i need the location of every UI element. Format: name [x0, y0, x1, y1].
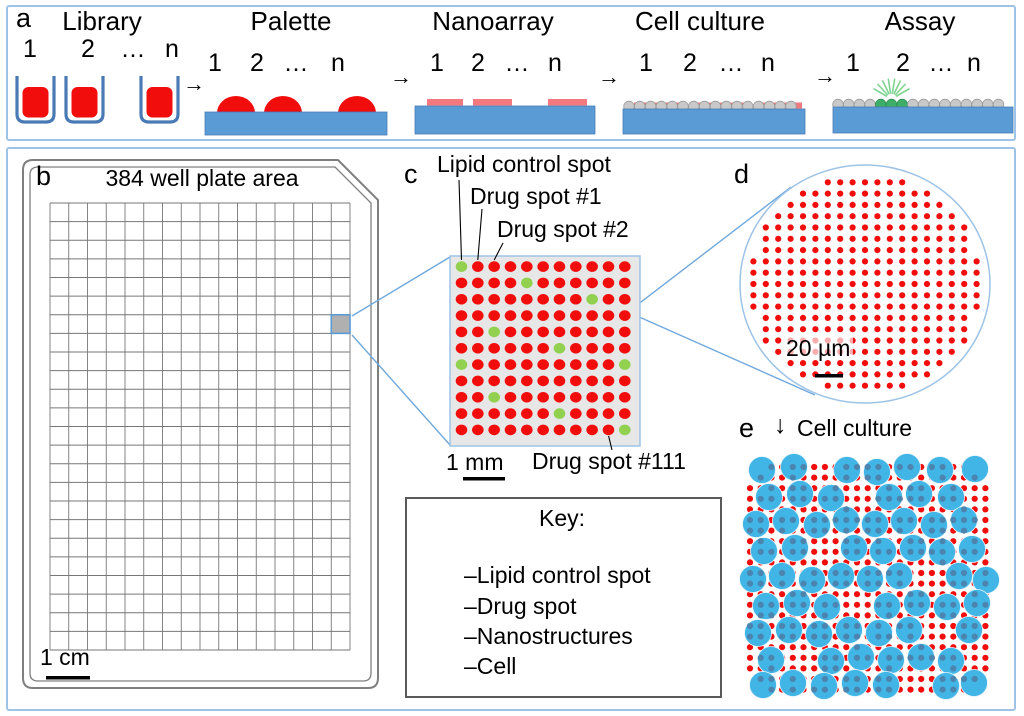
- spot-array: [449, 179, 641, 481]
- step-number: …: [504, 49, 530, 77]
- cell-culture-view: [739, 453, 1000, 700]
- key-box: [405, 497, 722, 698]
- step-title-nanoarray: Nanoarray: [432, 6, 554, 36]
- connector-b-to-c: [351, 256, 451, 446]
- step-title-library: Library: [62, 6, 142, 36]
- step-number: …: [928, 49, 954, 77]
- scale-label-1cm: 1 cm: [40, 644, 90, 670]
- step-title-cell-culture: Cell culture: [634, 6, 766, 36]
- key-label-drug: –Drug spot: [464, 593, 577, 619]
- step-number: …: [718, 49, 744, 77]
- step-number: n: [967, 49, 981, 77]
- scale-label-1mm: 1 mm: [446, 449, 504, 475]
- panel-d-label: d: [734, 159, 750, 189]
- step-number: 1: [430, 49, 444, 77]
- palette-substrate: [204, 96, 388, 136]
- cell-inner-dots: [746, 463, 989, 693]
- scale-bar-1mm: [463, 477, 505, 481]
- panel-a-label: a: [16, 3, 32, 33]
- step-number: 2: [896, 49, 910, 77]
- annotation-lipid-control-spot: Lipid control spot: [437, 151, 611, 177]
- key-label-nanostructures: –Nanostructures: [464, 623, 633, 649]
- step-number: 1: [846, 49, 860, 77]
- step-number: 1: [23, 35, 37, 63]
- well-plate: [22, 159, 379, 689]
- step-number: n: [761, 49, 775, 77]
- key-label-cell: –Cell: [464, 653, 517, 679]
- step-number: 2: [250, 49, 264, 77]
- key-label-lipid: –Lipid control spot: [464, 562, 651, 588]
- flow-arrow-icon: →: [598, 64, 620, 89]
- library-beakers: [15, 76, 180, 124]
- panel-c-label: c: [404, 159, 418, 189]
- panel-b-label: b: [36, 161, 52, 191]
- step-number: n: [331, 49, 345, 77]
- nanostructure-dots: [750, 179, 980, 389]
- nanoarray-substrate: [414, 99, 596, 135]
- annotation-pointer-lines: [458, 179, 613, 451]
- step-number: 1: [639, 49, 653, 77]
- step-number: 1: [208, 49, 222, 77]
- connector-c-to-d: [627, 186, 816, 396]
- fluorescence-rays: [873, 78, 910, 97]
- step-number: …: [120, 35, 146, 63]
- nanostructure-zoom: [739, 164, 991, 404]
- annotation-drug-spot-1: Drug spot #1: [470, 183, 602, 209]
- annotation-drug-spot-2: Drug spot #2: [497, 216, 629, 242]
- step-title-palette: Palette: [250, 6, 332, 36]
- scale-bar-1cm: [46, 676, 90, 680]
- scale-label-20um: 20 µm: [783, 336, 854, 360]
- step-number: n: [165, 35, 179, 63]
- plate-title: 384 well plate area: [105, 165, 299, 191]
- key-title: Key:: [538, 505, 586, 531]
- down-arrow-icon: ↓: [774, 411, 787, 439]
- well-grid: [49, 202, 351, 651]
- drug-and-control-spots: [455, 261, 631, 436]
- annotation-drug-spot-111: Drug spot #111: [532, 448, 686, 474]
- step-number: 2: [81, 35, 95, 63]
- panel-a-graphics: [15, 76, 1014, 136]
- highlighted-well: [330, 313, 351, 335]
- flow-arrow-icon: →: [814, 63, 836, 88]
- flow-arrow-icon: →: [183, 71, 205, 96]
- step-number: n: [548, 49, 562, 77]
- step-number: 2: [683, 49, 697, 77]
- step-number: …: [283, 49, 309, 77]
- cell-culture-substrate: [622, 100, 806, 135]
- flow-arrow-icon: →: [390, 64, 412, 89]
- assay-substrate: [832, 98, 1014, 134]
- panel-e-label: e: [739, 413, 755, 443]
- scale-bar-20um: [815, 374, 843, 378]
- step-number: 2: [471, 49, 485, 77]
- panel-b-e-frame: [6, 147, 1016, 711]
- panel-a-frame: [6, 5, 1016, 141]
- panel-e-title: Cell culture: [797, 415, 913, 441]
- step-title-assay: Assay: [884, 6, 956, 36]
